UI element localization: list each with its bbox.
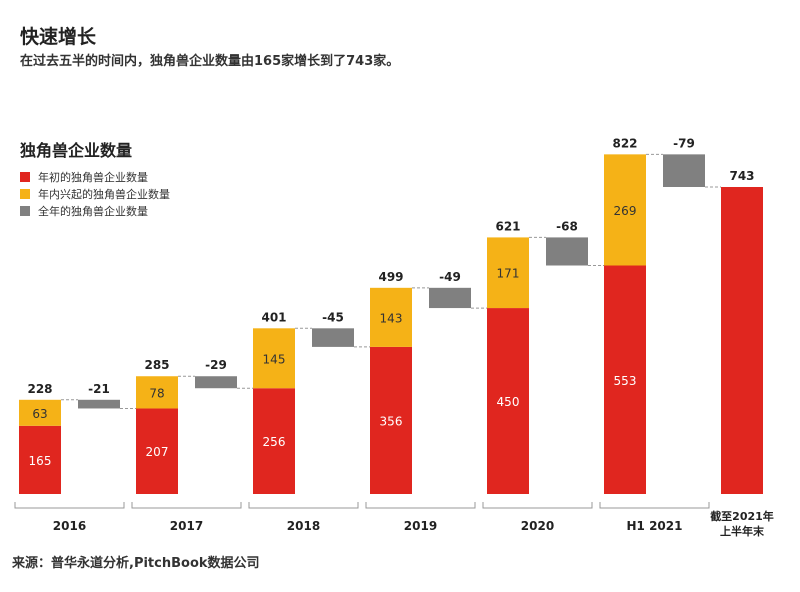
- label-change: -29: [205, 358, 227, 372]
- page-title: 快速增长: [20, 26, 97, 48]
- label-final: 743: [729, 169, 754, 183]
- label-change: -68: [556, 219, 578, 233]
- legend-item: 年初的独角兽企业数量: [20, 168, 170, 185]
- legend: 年初的独角兽企业数量 年内兴起的独角兽企业数量 全年的独角兽企业数量: [20, 168, 170, 219]
- chart-title: 独角兽企业数量: [20, 141, 133, 160]
- label-change: -21: [88, 382, 110, 396]
- category-bracket: [365, 502, 476, 509]
- category-label: 2017: [170, 519, 203, 533]
- label-start: 256: [263, 435, 286, 449]
- category-bracket: [14, 502, 125, 509]
- label-added: 269: [614, 204, 637, 218]
- label-added: 171: [497, 267, 520, 281]
- bar-change: [195, 376, 237, 389]
- source-note: 来源：普华永道分析,PitchBook数据公司: [12, 556, 260, 571]
- label-start: 356: [380, 414, 403, 428]
- category-label: 2020: [521, 519, 554, 533]
- label-change: -45: [322, 310, 344, 324]
- label-total: 401: [261, 310, 286, 324]
- category-bracket: [482, 502, 593, 509]
- category-label: 2016: [53, 519, 86, 533]
- bar-start: [253, 388, 295, 494]
- label-added: 143: [380, 311, 403, 325]
- label-added: 145: [263, 352, 286, 366]
- label-total: 822: [612, 136, 637, 150]
- bar-change: [429, 287, 471, 309]
- bar-added: [370, 287, 412, 347]
- bar-added: [136, 376, 178, 409]
- bar-start: [370, 346, 412, 494]
- category-label: 2019: [404, 519, 437, 533]
- label-start: 165: [29, 454, 52, 468]
- label-change: -49: [439, 270, 461, 284]
- bar-added: [19, 399, 61, 426]
- category-label: H1 2021: [627, 519, 683, 533]
- bar-start: [487, 308, 529, 494]
- bar-change: [663, 154, 705, 187]
- label-total: 499: [378, 270, 403, 284]
- legend-swatch-start: [20, 171, 30, 182]
- legend-item: 全年的独角兽企业数量: [20, 202, 170, 219]
- bar-change: [78, 399, 120, 409]
- bar-start: [136, 408, 178, 494]
- label-change: -79: [673, 136, 695, 150]
- label-total: 285: [144, 358, 169, 372]
- label-added: 63: [32, 407, 47, 421]
- legend-swatch-change: [20, 205, 30, 216]
- bar-start: [604, 265, 646, 494]
- bar-start: [19, 425, 61, 494]
- category-label: 2018: [287, 519, 320, 533]
- final-label-line2: 上半年末: [720, 524, 765, 538]
- bar-added: [487, 237, 529, 309]
- label-start: 207: [146, 445, 169, 459]
- bar-change: [546, 237, 588, 266]
- category-bracket: [131, 502, 242, 509]
- page-subtitle: 在过去五半的时间内，独角兽企业数量由165家增长到了743家。: [20, 54, 400, 69]
- category-bracket: [599, 502, 710, 509]
- label-total: 621: [495, 219, 520, 233]
- label-added: 78: [149, 386, 164, 400]
- bar-final: [721, 187, 763, 494]
- legend-item: 年内兴起的独角兽企业数量: [20, 185, 170, 202]
- label-total: 228: [27, 382, 52, 396]
- label-start: 450: [497, 395, 520, 409]
- category-bracket: [248, 502, 359, 509]
- bar-change: [312, 328, 354, 347]
- final-label-line1: 截至2021年: [710, 509, 774, 523]
- label-start: 553: [614, 374, 637, 388]
- bar-added: [253, 328, 295, 389]
- bar-added: [604, 154, 646, 266]
- legend-swatch-added: [20, 188, 30, 199]
